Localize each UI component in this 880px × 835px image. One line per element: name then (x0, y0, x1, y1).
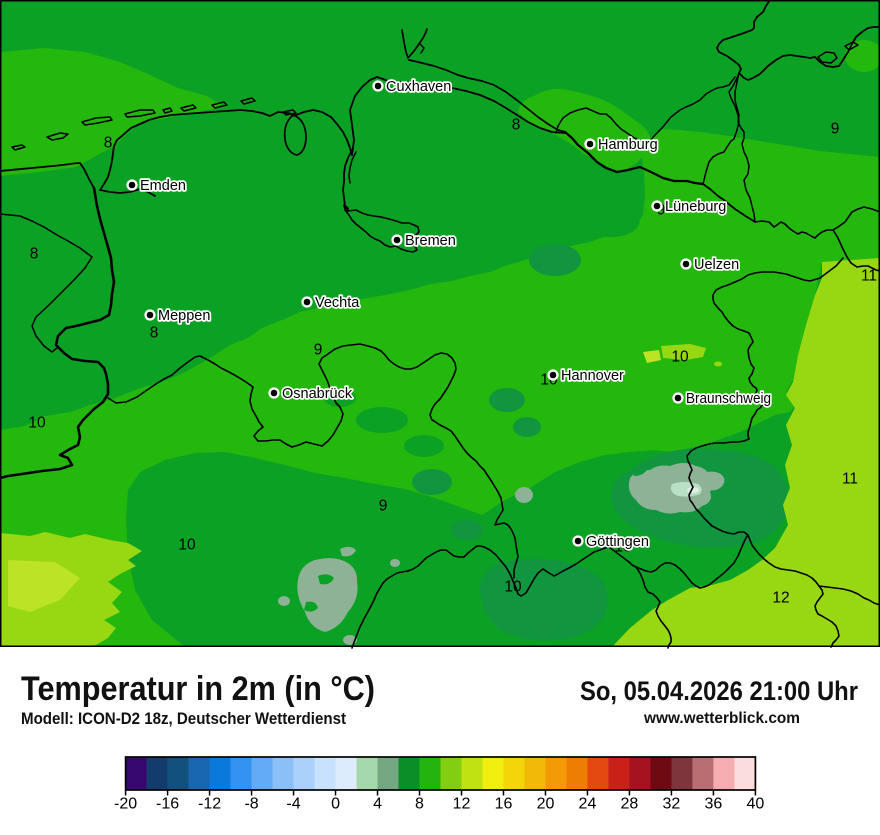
svg-text:-12: -12 (198, 796, 221, 813)
svg-text:Göttingen: Göttingen (586, 534, 649, 550)
svg-text:9: 9 (379, 498, 388, 515)
svg-text:8: 8 (104, 135, 113, 152)
svg-text:0: 0 (331, 796, 340, 813)
svg-text:Cuxhaven: Cuxhaven (386, 79, 451, 95)
svg-text:Lüneburg: Lüneburg (665, 199, 726, 215)
svg-text:Temperatur in 2m (in °C): Temperatur in 2m (in °C) (21, 670, 375, 708)
svg-text:20: 20 (537, 796, 555, 813)
svg-text:10: 10 (28, 415, 46, 432)
svg-text:www.wetterblick.com: www.wetterblick.com (643, 710, 800, 727)
svg-text:Braunschweig: Braunschweig (686, 391, 771, 407)
svg-text:10: 10 (671, 349, 689, 366)
svg-text:Bremen: Bremen (405, 233, 456, 249)
svg-text:11: 11 (842, 471, 858, 488)
svg-text:8: 8 (415, 796, 424, 813)
svg-text:9: 9 (657, 202, 666, 219)
svg-text:28: 28 (621, 796, 639, 813)
svg-text:40: 40 (747, 796, 765, 813)
svg-text:10: 10 (614, 539, 632, 556)
svg-text:16: 16 (495, 796, 513, 813)
svg-text:4: 4 (373, 796, 382, 813)
svg-text:-4: -4 (286, 796, 300, 813)
svg-text:12: 12 (772, 590, 789, 607)
svg-text:10: 10 (178, 537, 196, 554)
svg-text:Modell: ICON-D2 18z, Deutscher: Modell: ICON-D2 18z, Deutscher Wetterdie… (21, 710, 346, 728)
svg-text:-8: -8 (244, 796, 258, 813)
svg-text:8: 8 (30, 246, 39, 263)
svg-text:-16: -16 (156, 796, 179, 813)
svg-text:Emden: Emden (140, 178, 186, 194)
svg-text:8: 8 (512, 117, 521, 134)
svg-text:Hannover: Hannover (561, 368, 624, 384)
svg-text:-20: -20 (114, 796, 137, 813)
svg-text:32: 32 (663, 796, 681, 813)
svg-text:24: 24 (579, 796, 597, 813)
svg-text:11: 11 (861, 268, 877, 285)
svg-text:Meppen: Meppen (158, 308, 210, 324)
svg-text:Vechta: Vechta (315, 295, 360, 311)
svg-text:9: 9 (314, 342, 323, 359)
svg-text:Hamburg: Hamburg (598, 137, 658, 153)
svg-text:10: 10 (504, 579, 522, 596)
svg-text:36: 36 (705, 796, 723, 813)
svg-text:9: 9 (831, 121, 840, 138)
svg-text:12: 12 (453, 796, 471, 813)
svg-text:So, 05.04.2026 21:00 Uhr: So, 05.04.2026 21:00 Uhr (580, 676, 858, 706)
svg-text:Uelzen: Uelzen (694, 257, 739, 273)
svg-text:8: 8 (150, 325, 159, 342)
svg-text:Osnabrück: Osnabrück (282, 386, 353, 402)
